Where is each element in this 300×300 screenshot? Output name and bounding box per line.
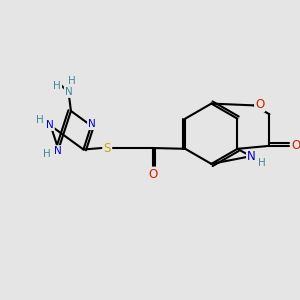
- Text: O: O: [148, 167, 157, 181]
- Text: O: O: [255, 98, 264, 111]
- Text: H: H: [258, 158, 266, 168]
- Text: H: H: [53, 81, 61, 91]
- Text: N: N: [54, 146, 62, 156]
- Text: H: H: [43, 149, 51, 159]
- Text: N: N: [46, 120, 54, 130]
- Text: N: N: [88, 119, 96, 129]
- Text: S: S: [103, 142, 111, 154]
- Text: O: O: [292, 140, 300, 152]
- Text: H: H: [36, 116, 43, 125]
- Text: H: H: [68, 76, 75, 86]
- Text: N: N: [247, 150, 256, 163]
- Text: N: N: [65, 87, 73, 97]
